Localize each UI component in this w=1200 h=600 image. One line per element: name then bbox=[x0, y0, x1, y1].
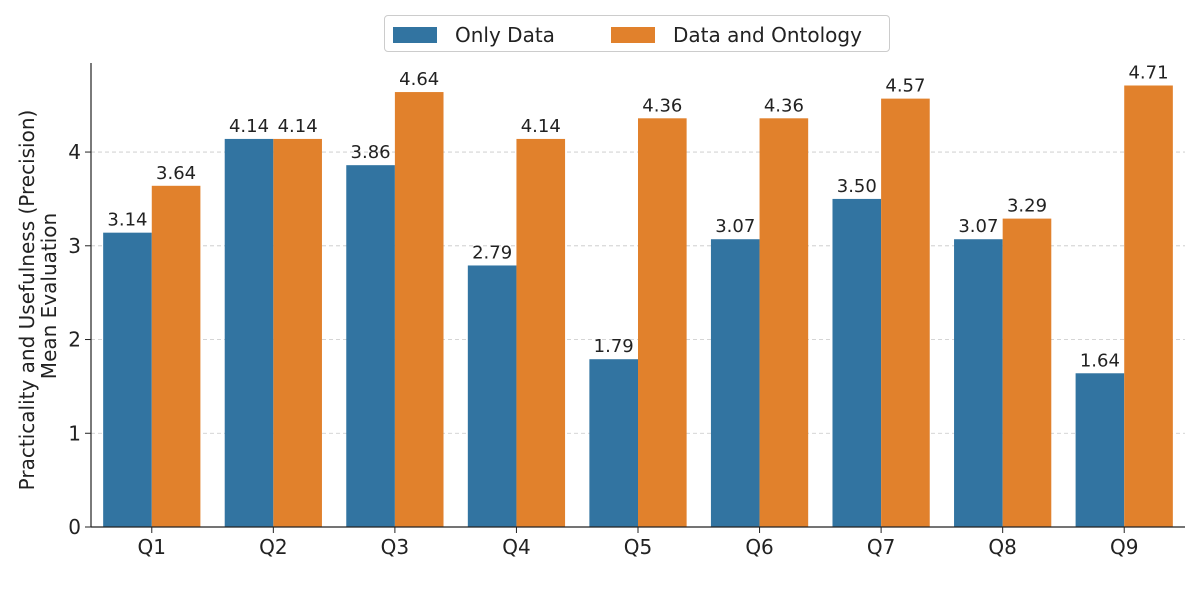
y-axis-label-line-2: Mean Evaluation bbox=[37, 213, 61, 379]
bar-data-and-ontology-q1 bbox=[151, 185, 201, 527]
y-tick-label: 0 bbox=[68, 515, 81, 539]
legend-swatch-only-data bbox=[393, 26, 437, 43]
x-tick-label: Q5 bbox=[624, 535, 652, 559]
bar-value-label: 3.86 bbox=[351, 142, 391, 163]
bar-value-label: 4.71 bbox=[1128, 62, 1168, 83]
bar-data-and-ontology-q6 bbox=[759, 118, 809, 527]
y-tick-labels: 0 1 2 3 4 bbox=[68, 140, 81, 539]
bar-value-label: 4.14 bbox=[278, 116, 318, 137]
bar-only-data-q5 bbox=[589, 359, 638, 527]
bar-only-data-q6 bbox=[710, 239, 760, 527]
bar-value-label: 3.14 bbox=[107, 210, 147, 231]
bar-only-data-q7 bbox=[832, 198, 882, 527]
legend-item-only-data: Only Data bbox=[393, 16, 555, 53]
bar-only-data-q8 bbox=[954, 239, 1003, 527]
bar-value-label: 1.79 bbox=[594, 336, 634, 357]
axes bbox=[85, 63, 1185, 533]
y-tick-label: 2 bbox=[68, 328, 81, 352]
bars bbox=[103, 85, 1173, 527]
bar-value-label: 4.36 bbox=[764, 95, 804, 116]
x-tick-labels: Q1 Q2 Q3 Q4 Q5 Q6 Q7 Q8 Q9 bbox=[138, 535, 1139, 559]
bar-value-label: 4.14 bbox=[229, 116, 269, 137]
bar-data-and-ontology-q7 bbox=[881, 98, 930, 527]
bar-value-label: 1.64 bbox=[1080, 350, 1120, 371]
bar-data-and-ontology-q5 bbox=[638, 118, 687, 527]
bar-value-label: 3.07 bbox=[958, 216, 998, 237]
bar-value-label: 3.07 bbox=[715, 216, 755, 237]
x-tick-label: Q9 bbox=[1110, 535, 1138, 559]
legend-item-data-and-ontology: Data and Ontology bbox=[611, 16, 862, 53]
x-tick-label: Q2 bbox=[259, 535, 287, 559]
x-tick-label: Q6 bbox=[745, 535, 773, 559]
bar-only-data-q2 bbox=[224, 138, 274, 527]
bar-value-label: 3.50 bbox=[837, 176, 877, 197]
x-tick-label: Q3 bbox=[381, 535, 409, 559]
bar-data-and-ontology-q8 bbox=[1002, 218, 1052, 527]
bar-value-label: 4.64 bbox=[399, 69, 439, 90]
bar-only-data-q9 bbox=[1075, 373, 1125, 527]
y-tick-label: 4 bbox=[68, 140, 81, 164]
bar-value-label: 4.36 bbox=[642, 95, 682, 116]
y-tick-label: 1 bbox=[68, 421, 81, 445]
bar-only-data-q1 bbox=[103, 232, 152, 527]
bar-value-label: 3.29 bbox=[1007, 196, 1047, 217]
bar-data-and-ontology-q2 bbox=[273, 138, 322, 527]
legend-label-data-and-ontology: Data and Ontology bbox=[673, 22, 862, 47]
bar-value-label: 4.57 bbox=[885, 76, 925, 97]
y-axis-label-line-1: Practicality and Usefulness (Precision) bbox=[15, 110, 39, 491]
legend-swatch-data-and-ontology bbox=[611, 26, 655, 43]
bar-data-and-ontology-q4 bbox=[516, 138, 566, 527]
bar-data-and-ontology-q3 bbox=[394, 92, 444, 527]
bar-value-label: 3.64 bbox=[156, 163, 196, 184]
x-tick-label: Q4 bbox=[502, 535, 530, 559]
bar-only-data-q3 bbox=[346, 165, 395, 527]
x-tick-label: Q8 bbox=[988, 535, 1016, 559]
bar-value-labels: 3.14 3.64 4.14 4.14 3.86 4.64 2.79 4.14 1.79 4.36… bbox=[107, 62, 1168, 371]
x-tick-label: Q1 bbox=[138, 535, 166, 559]
x-tick-label: Q7 bbox=[867, 535, 895, 559]
bar-data-and-ontology-q9 bbox=[1124, 85, 1173, 527]
bar-only-data-q4 bbox=[467, 265, 517, 527]
legend-label-only-data: Only Data bbox=[455, 22, 555, 47]
bar-value-label: 4.14 bbox=[521, 116, 561, 137]
y-tick-label: 3 bbox=[68, 234, 81, 258]
bar-value-label: 2.79 bbox=[472, 242, 512, 263]
legend: Only Data Data and Ontology bbox=[384, 15, 890, 52]
